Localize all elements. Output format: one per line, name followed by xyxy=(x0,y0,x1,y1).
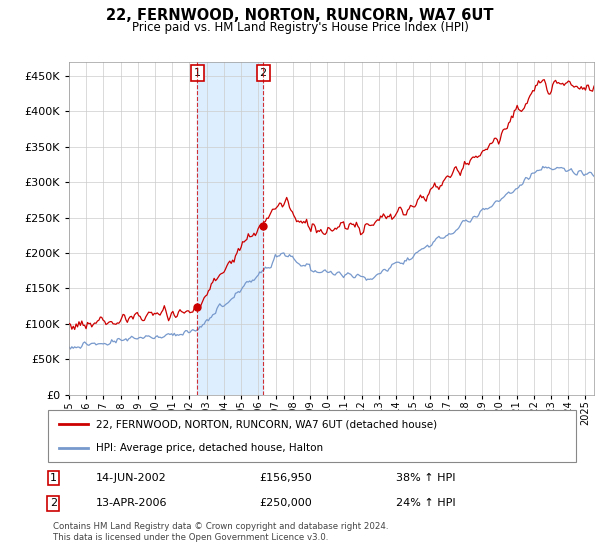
Text: 1: 1 xyxy=(194,68,201,78)
Text: £250,000: £250,000 xyxy=(259,498,312,508)
Text: 22, FERNWOOD, NORTON, RUNCORN, WA7 6UT (detached house): 22, FERNWOOD, NORTON, RUNCORN, WA7 6UT (… xyxy=(95,419,437,430)
Text: 1: 1 xyxy=(50,473,57,483)
Text: 13-APR-2006: 13-APR-2006 xyxy=(95,498,167,508)
Text: 2: 2 xyxy=(50,498,57,508)
Text: 22, FERNWOOD, NORTON, RUNCORN, WA7 6UT: 22, FERNWOOD, NORTON, RUNCORN, WA7 6UT xyxy=(106,8,494,24)
Text: Contains HM Land Registry data © Crown copyright and database right 2024.
This d: Contains HM Land Registry data © Crown c… xyxy=(53,522,389,542)
Text: 2: 2 xyxy=(260,68,267,78)
Text: 14-JUN-2002: 14-JUN-2002 xyxy=(95,473,166,483)
Text: 38% ↑ HPI: 38% ↑ HPI xyxy=(397,473,456,483)
Text: 24% ↑ HPI: 24% ↑ HPI xyxy=(397,498,456,508)
Text: £156,950: £156,950 xyxy=(259,473,312,483)
Bar xyxy=(197,62,263,395)
Text: Price paid vs. HM Land Registry's House Price Index (HPI): Price paid vs. HM Land Registry's House … xyxy=(131,21,469,34)
Text: HPI: Average price, detached house, Halton: HPI: Average price, detached house, Halt… xyxy=(95,443,323,453)
